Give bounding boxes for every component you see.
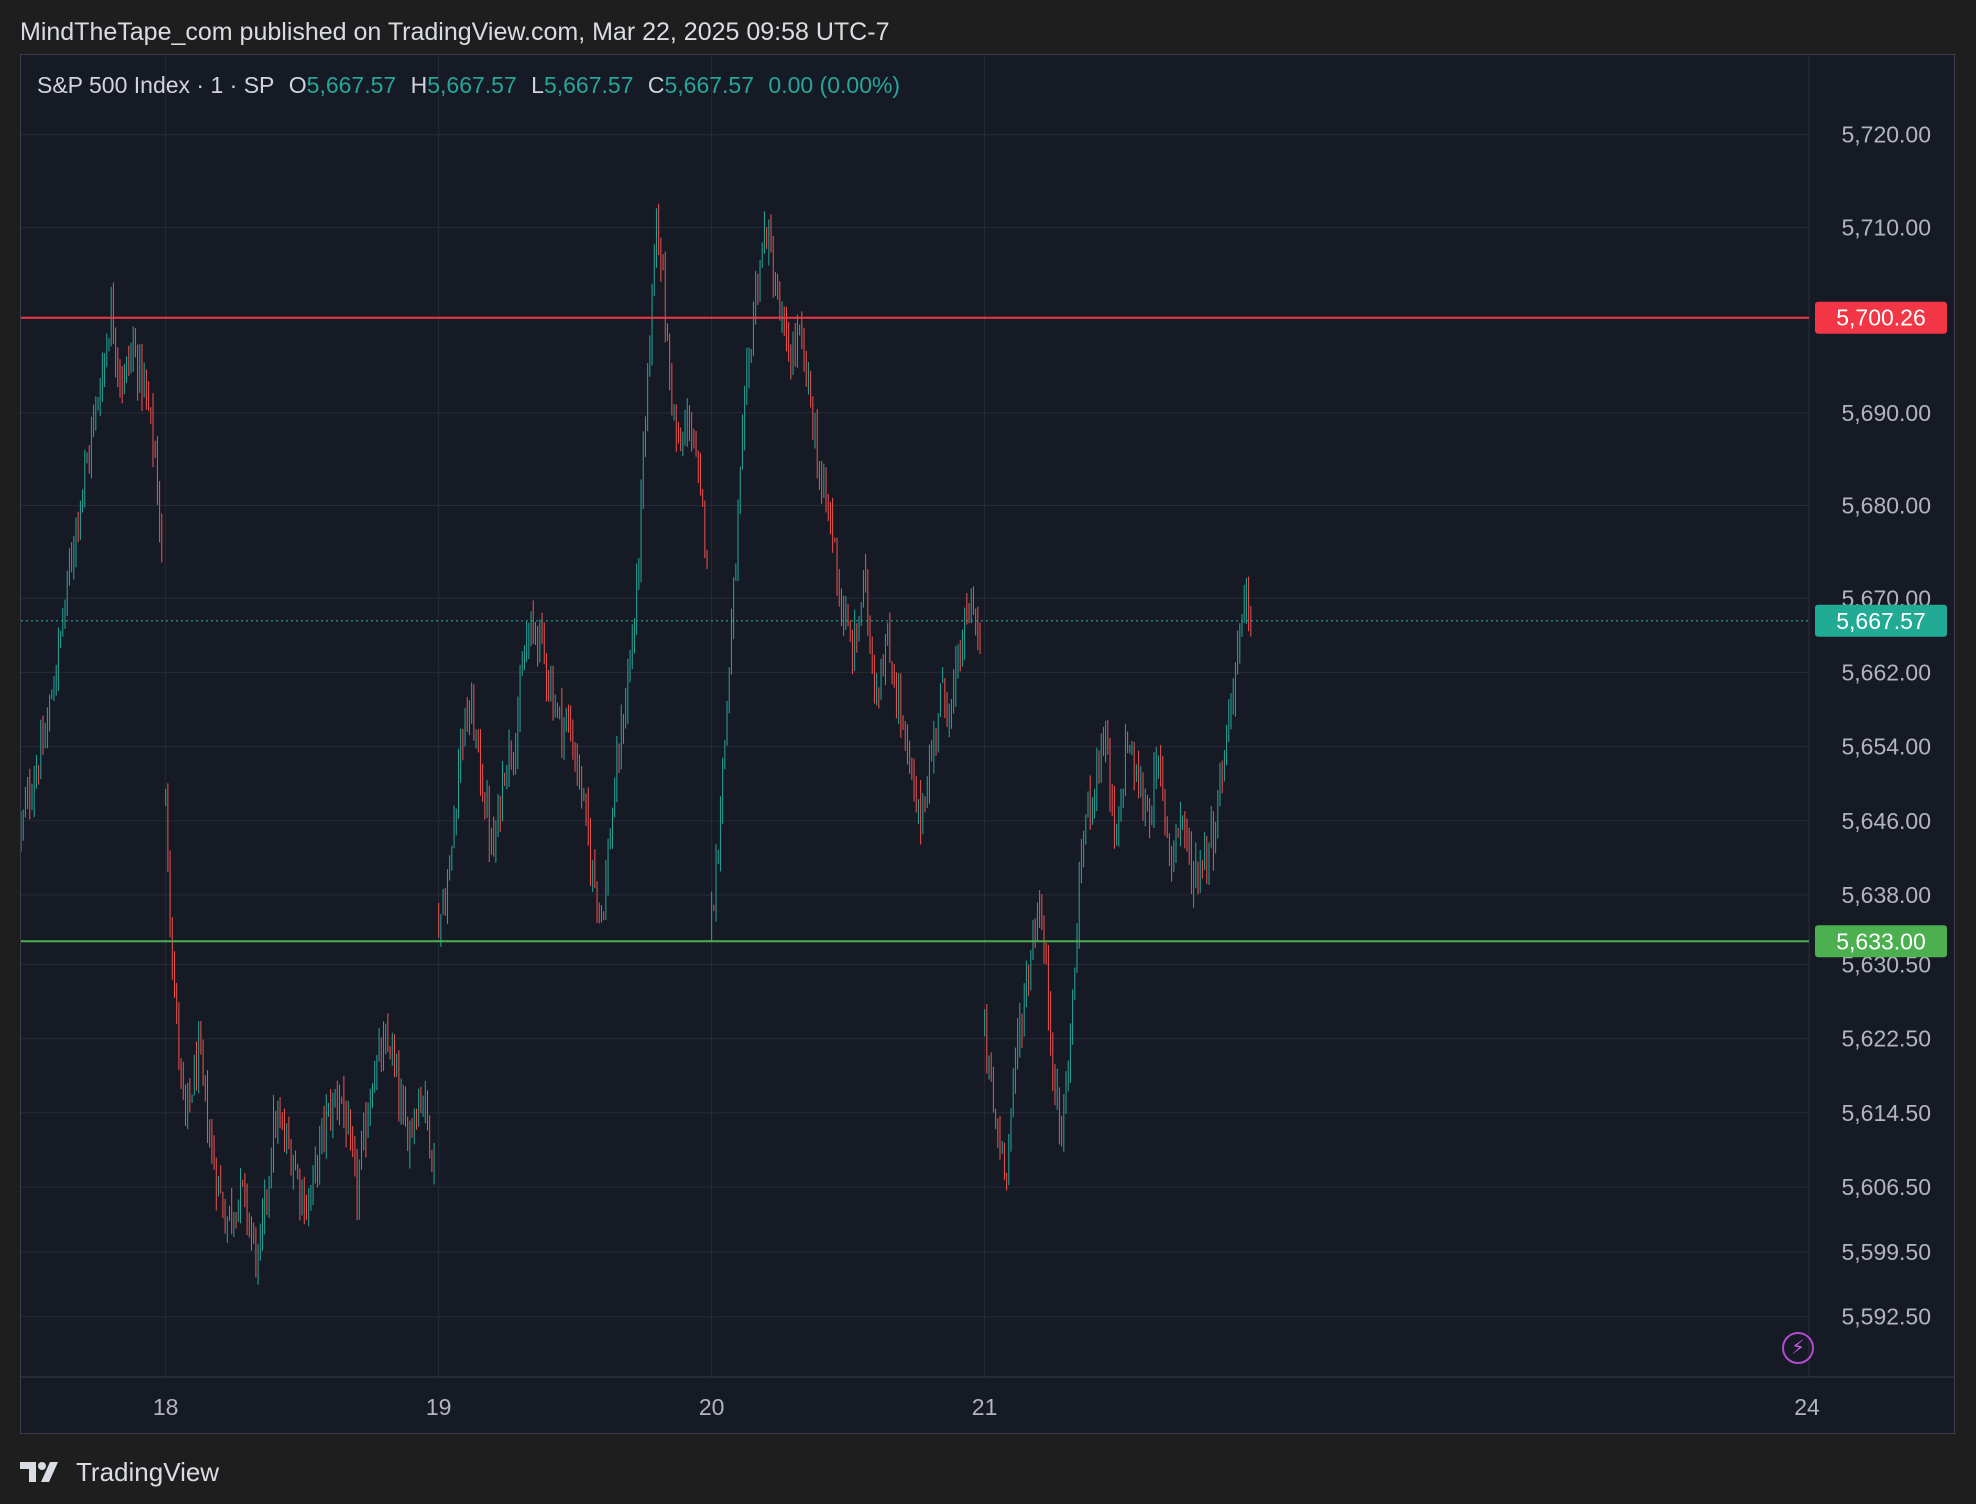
y-tick-label: 5,646.00: [1841, 808, 1931, 834]
y-tick-label: 5,599.50: [1841, 1239, 1931, 1265]
price-chart[interactable]: 5,720.005,710.005,690.005,680.005,670.00…: [21, 55, 1955, 1434]
publisher-header: MindTheTape_com published on TradingView…: [20, 18, 890, 46]
y-tick-label: 5,680.00: [1841, 493, 1931, 519]
chart-panel[interactable]: 5,720.00 5,710.00 5,690.00 5,680.00 5,670.00…: [20, 54, 1955, 1434]
legend-symbol: S&P 500 Index · 1 · SP: [37, 72, 275, 98]
tradingview-brand: TradingView: [76, 1456, 220, 1487]
x-tick-label: 18: [153, 1394, 179, 1420]
legend-close-label: C: [647, 72, 665, 98]
y-tick-label: 5,690.00: [1841, 400, 1931, 426]
footer: TradingView: [20, 1452, 219, 1492]
chart-background: [21, 55, 1954, 1433]
ohlc-legend: S&P 500 Index · 1 · SP O5,667.57 H5,667.…: [37, 69, 900, 101]
support-price-badge: [1815, 925, 1947, 958]
legend-high-label: H: [410, 72, 428, 98]
tradingview-logo-icon: [20, 1462, 58, 1482]
legend-open-label: O: [288, 72, 307, 98]
y-tick-label: 5,654.00: [1841, 734, 1931, 760]
legend-low-value: 5,667.57: [543, 72, 634, 98]
legend-open-value: 5,667.57: [306, 72, 397, 98]
legend-high-value: 5,667.57: [427, 72, 517, 98]
last-price-label: 5,667.57: [1836, 608, 1926, 634]
y-tick-label: 5,606.50: [1841, 1174, 1931, 1200]
x-tick-label: 19: [426, 1394, 452, 1420]
resistance-price-badge: [1815, 301, 1947, 334]
y-tick-label: 5,710.00: [1841, 214, 1931, 240]
x-tick-label: 24: [1794, 1394, 1820, 1420]
legend-change: 0.00 (0.00%): [768, 72, 901, 98]
legend-low-label: L: [531, 72, 544, 98]
x-tick-label: 21: [972, 1394, 998, 1420]
y-tick-label: 5,662.00: [1841, 659, 1931, 685]
resistance-price-label: 5,700.26: [1836, 305, 1926, 331]
y-tick-label: 5,720.00: [1841, 122, 1931, 148]
y-tick-label: 5,622.50: [1841, 1026, 1931, 1052]
last-price-badge: [1815, 604, 1947, 637]
support-price-label: 5,633.00: [1836, 928, 1926, 954]
y-tick-label: 5,638.00: [1841, 882, 1931, 908]
y-tick-label: 5,614.50: [1841, 1100, 1931, 1126]
legend-close-value: 5,667.57: [664, 72, 755, 98]
lightning-icon[interactable]: ⚡: [1782, 1332, 1814, 1364]
y-tick-label: 5,592.50: [1841, 1304, 1931, 1330]
x-tick-label: 20: [699, 1394, 725, 1420]
